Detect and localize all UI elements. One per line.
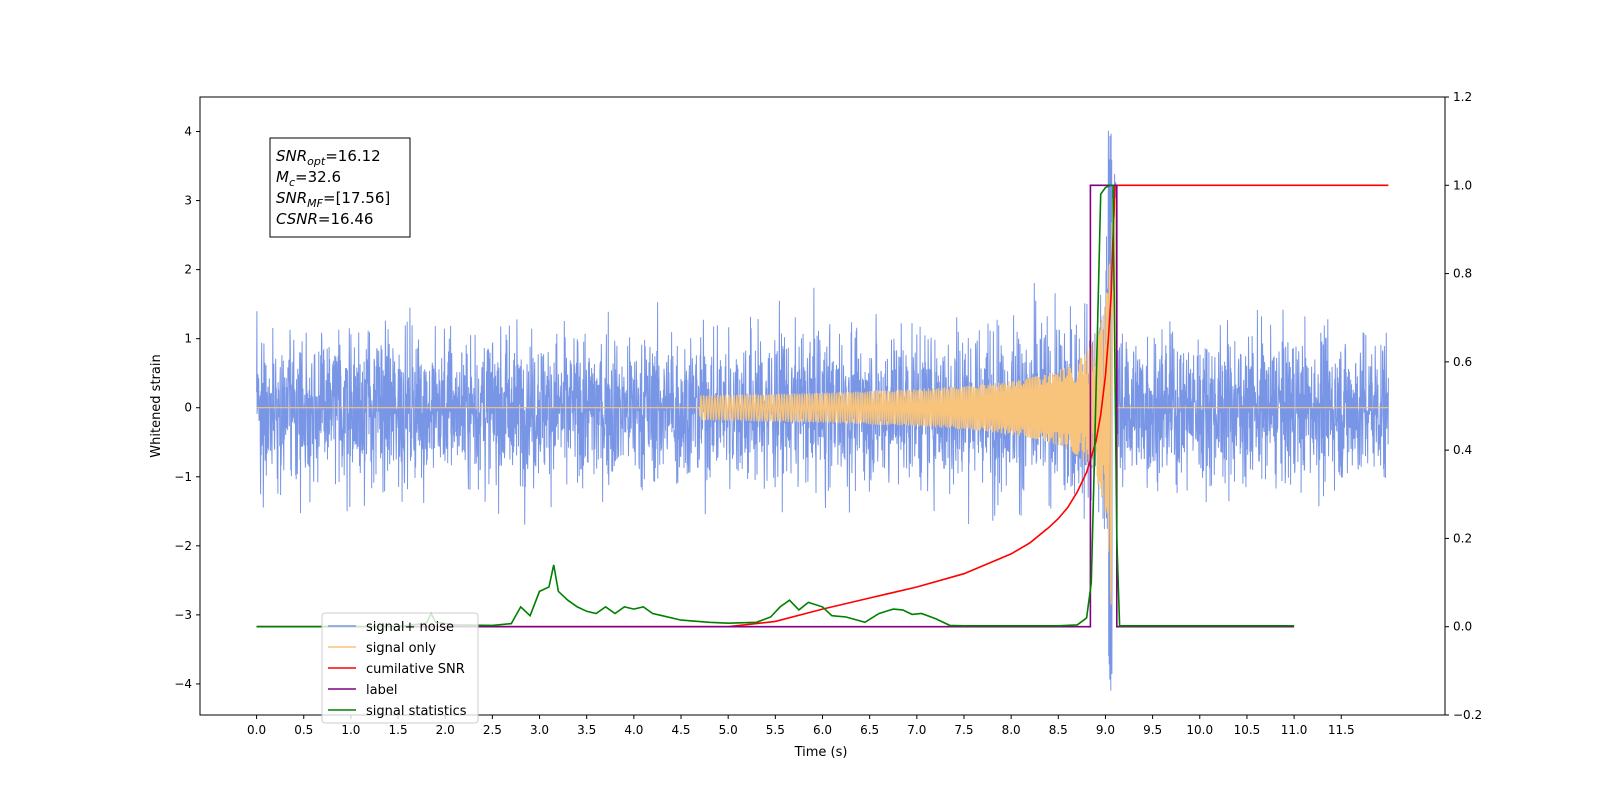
x-tick-label: 8.5 [1049,723,1068,737]
series-label-line [256,184,1295,628]
series-cumilative-snr-line [256,184,1389,628]
x-tick-label: 3.0 [530,723,549,737]
annotation-frame [269,137,411,238]
x-tick-label: 6.0 [813,723,832,737]
x-tick-label: 1.0 [341,723,360,737]
legend-label: signal only [366,641,436,656]
x-tick-label: 4.5 [671,723,690,737]
x-tick-label: 2.5 [483,723,502,737]
x-tick-label: 4.0 [624,723,643,737]
y-tick-label: −2 [174,539,192,553]
legend: signal+ noise signal only cumilative SNR la… [321,612,479,724]
x-tick-label: 0.0 [247,723,266,737]
legend-label: label [366,683,397,698]
x-tick-label: 9.5 [1143,723,1162,737]
x-axis-label: Time (s) [794,745,848,760]
series-signal-statistics-line [256,184,1295,628]
legend-label: cumilative SNR [366,662,465,677]
series-signal-only-line [256,198,1389,605]
y-axis-left: 4 3 2 1 0 −1 −2 −3 −4 [174,125,200,691]
annotation-line: CSNR=16.46 [276,210,373,228]
legend-label: signal statistics [366,704,467,719]
x-tick-label: 9.0 [1096,723,1115,737]
x-tick-label: 7.5 [954,723,973,737]
y-axis-label: Whitened strain [149,354,164,457]
x-tick-label: 1.5 [389,723,408,737]
y2-tick-label: 0.6 [1453,355,1472,369]
y2-tick-label: 0.8 [1453,267,1472,281]
x-tick-label: 6.5 [860,723,879,737]
y-axis-right: 1.2 1.0 0.8 0.6 0.4 0.2 0.0 −0.2 [1445,90,1482,722]
legend-label: signal+ noise [366,620,454,635]
x-tick-label: 0.5 [294,723,313,737]
y-tick-label: 1 [184,332,192,346]
y-tick-label: 0 [184,401,192,415]
x-tick-label: 10.0 [1186,723,1213,737]
y2-tick-label: 0.0 [1453,620,1472,634]
x-tick-label: 5.0 [719,723,738,737]
x-tick-label: 11.0 [1281,723,1308,737]
y-tick-label: 3 [184,194,192,208]
annotation-line: SNRMF=[17.56] [276,189,390,210]
y-tick-label: −3 [174,608,192,622]
x-tick-label: 11.5 [1328,723,1355,737]
y2-tick-label: 0.4 [1453,443,1472,457]
legend-frame [321,612,479,724]
y2-tick-label: 1.0 [1453,178,1472,192]
y-tick-label: −1 [174,470,192,484]
annotation-line: SNRopt=16.12 [276,147,381,168]
x-tick-label: 2.0 [436,723,455,737]
x-tick-label: 3.5 [577,723,596,737]
y-tick-label: 2 [184,263,192,277]
x-axis: 0.0 0.5 1.0 1.5 2.0 2.5 3.0 3.5 4.0 4.5 5.0 5.5 6.0 6… [247,715,1355,737]
series-signal-noise-line [256,130,1389,691]
x-tick-label: 10.5 [1234,723,1261,737]
x-tick-label: 5.5 [766,723,785,737]
snr-annotation-box: SNRopt=16.12Mc=32.6SNRMF=[17.56]CSNR=16.… [269,137,411,238]
y2-tick-label: −0.2 [1453,708,1482,722]
y-tick-label: −4 [174,677,192,691]
y-tick-label: 4 [184,125,192,139]
x-tick-label: 7.0 [907,723,926,737]
x-tick-label: 8.0 [1002,723,1021,737]
annotation-line: Mc=32.6 [276,168,341,189]
y2-tick-label: 1.2 [1453,90,1472,104]
y2-tick-label: 0.2 [1453,531,1472,545]
plot-area [256,130,1389,691]
